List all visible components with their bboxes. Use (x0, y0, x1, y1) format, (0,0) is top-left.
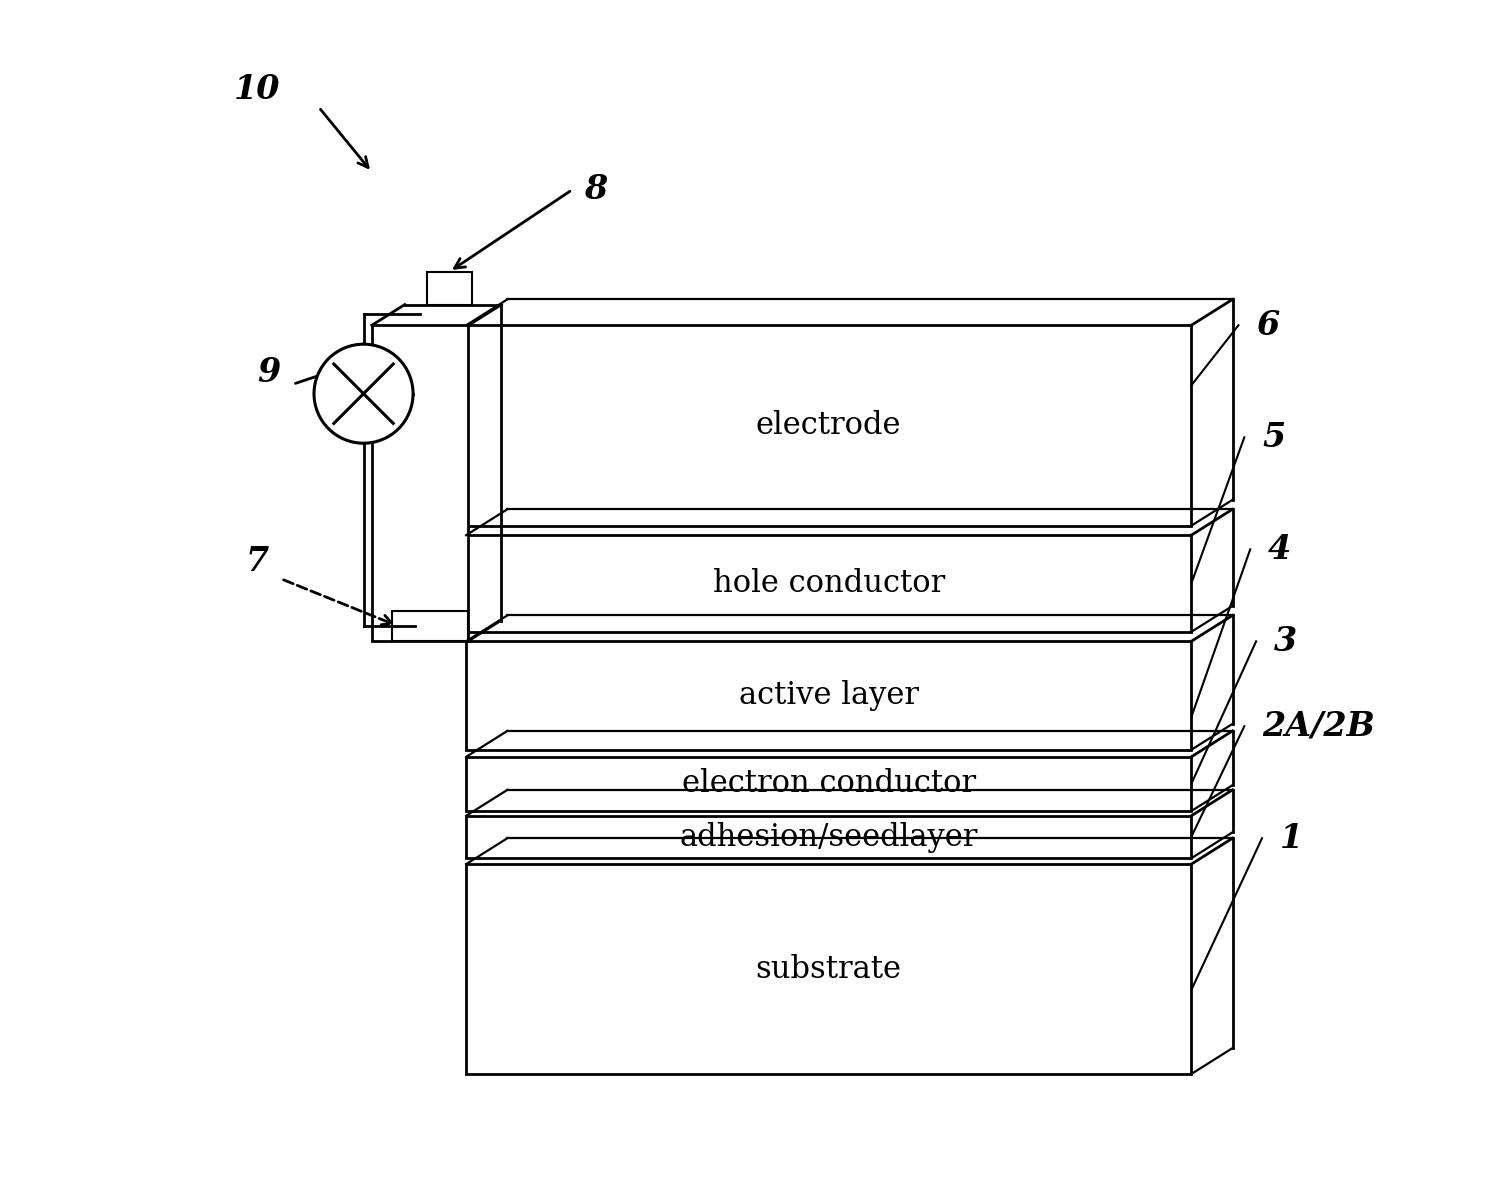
Text: 6: 6 (1256, 309, 1279, 342)
Text: 7: 7 (246, 545, 269, 577)
Text: 2A/2B: 2A/2B (1262, 710, 1376, 743)
Text: 10: 10 (234, 73, 281, 106)
Circle shape (314, 344, 414, 444)
Text: active layer: active layer (738, 680, 918, 711)
Text: adhesion/seedlayer: adhesion/seedlayer (680, 822, 978, 853)
Bar (467, 642, 1191, 749)
Bar (371, 326, 468, 642)
Text: 9: 9 (257, 356, 281, 389)
Bar (467, 536, 1191, 632)
Bar (467, 816, 1191, 858)
Bar (467, 864, 1191, 1074)
Text: substrate: substrate (755, 953, 901, 984)
Text: 4: 4 (1268, 533, 1291, 565)
Text: 8: 8 (584, 173, 607, 206)
Text: 5: 5 (1262, 421, 1285, 453)
Bar (427, 272, 473, 304)
Text: electrode: electrode (757, 410, 901, 441)
Text: hole conductor: hole conductor (713, 568, 945, 599)
Bar (391, 611, 468, 642)
Bar (467, 326, 1191, 526)
Text: 3: 3 (1274, 625, 1297, 657)
Text: electron conductor: electron conductor (681, 768, 975, 799)
Bar (467, 756, 1191, 811)
Text: 1: 1 (1279, 822, 1303, 854)
